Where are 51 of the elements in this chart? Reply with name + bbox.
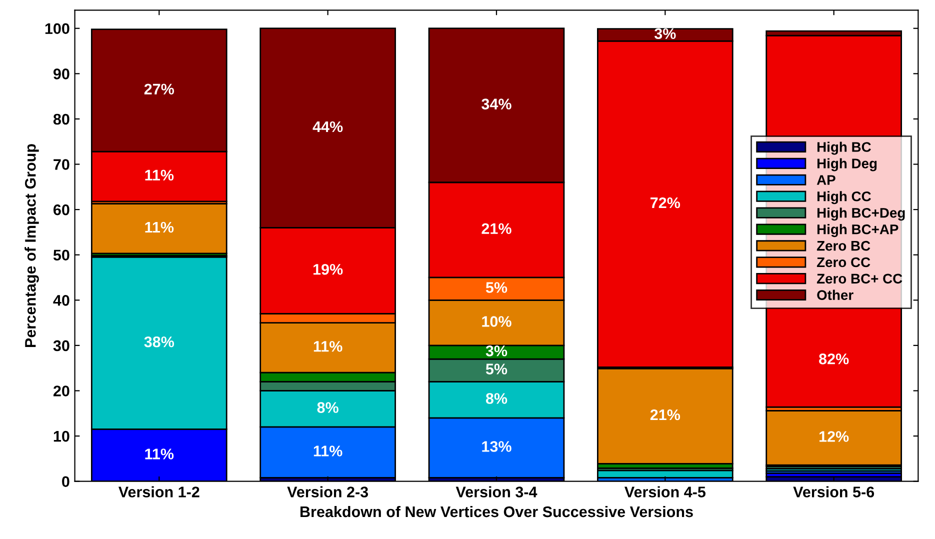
data-label: 3% — [654, 28, 676, 40]
data-label: 11% — [145, 448, 174, 460]
legend-label: High Deg — [817, 158, 877, 172]
data-label: 19% — [313, 264, 343, 275]
data-label: 34% — [482, 98, 512, 110]
x-tick-label: Version 4-5 — [624, 486, 706, 498]
y-tick-label: 40 — [53, 295, 70, 306]
x-tick-label: Version 2-3 — [287, 486, 368, 498]
legend-label: High BC+AP — [817, 224, 898, 238]
data-label: 3% — [486, 346, 508, 356]
legend-label: Other — [817, 290, 854, 300]
y-tick-label: 100 — [45, 23, 70, 34]
legend-label: Zero BC+ CC — [816, 274, 902, 284]
legend-label: High BC+Deg — [817, 208, 905, 221]
data-label: 11% — [145, 222, 174, 233]
data-label: 38% — [144, 336, 174, 348]
data-label: 27% — [144, 84, 174, 94]
data-label: 8% — [317, 402, 338, 413]
data-label: 72% — [650, 197, 680, 208]
data-label: 13% — [482, 441, 512, 452]
legend-label: High BC — [817, 142, 871, 155]
data-label: 21% — [650, 409, 680, 420]
data-label: 82% — [819, 354, 849, 364]
data-label: 8% — [486, 393, 508, 404]
legend-label: Zero BC — [816, 240, 870, 251]
data-label: 11% — [145, 170, 174, 181]
data-label: 10% — [482, 316, 512, 327]
data-label: 11% — [314, 341, 342, 352]
legend-label: Zero CC — [816, 257, 870, 268]
data-label: 44% — [312, 121, 343, 132]
y-tick-label: 20 — [53, 386, 70, 396]
y-tick-label: 0 — [62, 476, 70, 488]
y-tick-label: 80 — [53, 114, 70, 125]
data-label: 5% — [486, 364, 508, 374]
x-axis-title: Breakdown of New Vertices Over Successive Versions — [300, 506, 693, 518]
y-tick-label: 10 — [54, 430, 70, 442]
y-tick-label: 50 — [53, 250, 70, 261]
data-label: 5% — [486, 282, 508, 293]
x-tick-label: Version 3-4 — [456, 486, 538, 498]
legend-label: AP — [816, 175, 836, 185]
y-tick-label: 70 — [54, 159, 70, 170]
data-label: 21% — [482, 223, 512, 234]
x-tick-label: Version 5-6 — [793, 486, 874, 498]
data-label: 11% — [314, 446, 342, 456]
y-tick-label: 60 — [54, 204, 70, 216]
y-axis-title: Percentage of Impact Group — [24, 144, 39, 348]
x-tick-label: Version 1-2 — [118, 486, 200, 498]
legend-label: High CC — [817, 191, 871, 204]
y-tick-label: 30 — [53, 340, 70, 352]
data-label: 12% — [820, 431, 849, 442]
y-tick-label: 90 — [53, 68, 70, 80]
